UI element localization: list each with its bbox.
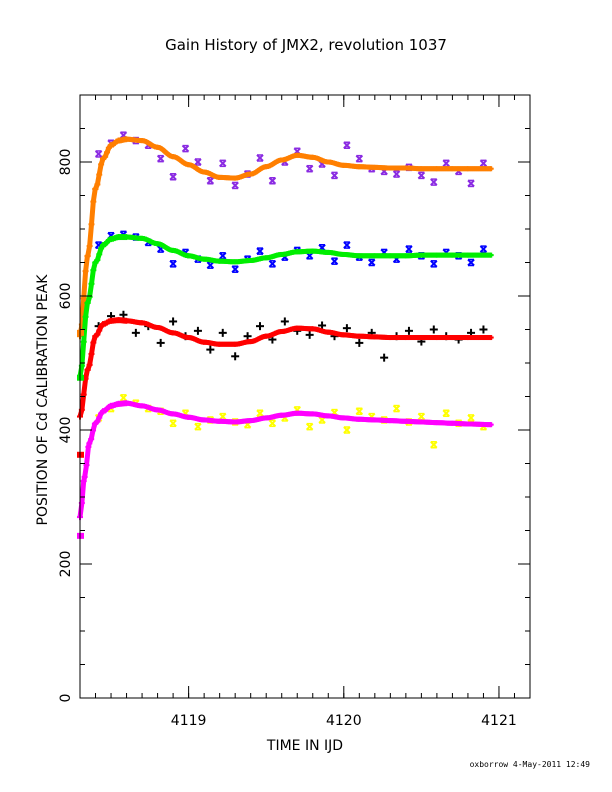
fit-line (77, 136, 493, 337)
x-tick-label: 4120 (326, 713, 362, 729)
data-point (355, 338, 364, 347)
data-point (430, 440, 438, 449)
data-point (219, 159, 227, 168)
data-point (219, 412, 227, 421)
data-point (479, 245, 488, 253)
data-point (442, 159, 450, 168)
x-tick-label: 4119 (171, 713, 207, 729)
y-tick-label: 200 (58, 551, 74, 578)
data-point (305, 422, 314, 431)
data-point (256, 322, 264, 331)
data-point (318, 321, 327, 330)
data-point (256, 409, 264, 417)
data-point (467, 258, 475, 267)
data-marks (77, 131, 494, 539)
data-point (280, 317, 289, 326)
data-point (342, 324, 351, 333)
data-point (392, 404, 401, 413)
axis-ticks: 0 200 400 600 800 4119 4120 4121 (58, 94, 530, 729)
data-point (404, 326, 413, 335)
data-point (467, 179, 475, 188)
data-point (243, 332, 252, 341)
data-point (268, 177, 277, 185)
data-point (343, 141, 351, 149)
y-tick-label: 800 (58, 149, 74, 176)
data-point (194, 158, 202, 166)
plot-frame (79, 94, 531, 699)
data-point (343, 426, 351, 434)
fit-line (77, 234, 493, 377)
data-point (405, 245, 413, 253)
data-point (206, 261, 215, 269)
data-point (268, 419, 277, 428)
data-point (430, 178, 438, 186)
data-point (442, 409, 450, 417)
data-point (343, 241, 351, 249)
data-point (305, 330, 314, 339)
data-point (429, 325, 438, 334)
data-point (417, 412, 426, 421)
y-tick-label: 600 (58, 283, 74, 310)
data-point (119, 310, 128, 319)
x-tick-label: 4121 (481, 713, 517, 729)
data-point (392, 170, 401, 178)
data-point (131, 328, 140, 337)
data-point (417, 171, 426, 180)
data-point (119, 394, 128, 402)
data-point (193, 326, 202, 335)
data-point (380, 353, 389, 362)
data-point (169, 172, 177, 181)
data-point (479, 325, 488, 334)
data-point (169, 260, 177, 268)
data-point (169, 317, 178, 326)
data-point (169, 419, 177, 428)
data-point (355, 407, 364, 415)
fit-line (77, 400, 493, 518)
data-point (256, 247, 264, 255)
data-point (368, 258, 376, 267)
data-point (355, 154, 364, 163)
y-tick-label: 0 (58, 694, 74, 703)
data-point (231, 352, 240, 361)
data-point (467, 414, 475, 422)
data-point (330, 171, 339, 180)
chart-title: Gain History of JMX2, revolution 1037 (165, 36, 447, 54)
data-point (206, 177, 215, 185)
data-point (94, 150, 103, 158)
y-tick-label: 400 (58, 417, 74, 444)
data-point (156, 154, 165, 163)
fit-line (77, 317, 493, 418)
data-point (330, 257, 339, 265)
data-point (156, 338, 165, 347)
data-point (256, 154, 264, 162)
x-axis-label: TIME IN IJD (266, 738, 344, 754)
data-point (479, 159, 488, 168)
data-point (219, 252, 227, 260)
data-point (430, 260, 438, 268)
data-point (305, 164, 314, 173)
footer-credit: oxborrow 4-May-2011 12:49 (469, 760, 590, 769)
data-point (194, 422, 202, 431)
data-point (181, 144, 190, 153)
data-point (231, 265, 239, 273)
data-point (218, 328, 227, 337)
data-point (268, 260, 277, 268)
data-point (206, 345, 215, 354)
data-point (231, 181, 239, 190)
